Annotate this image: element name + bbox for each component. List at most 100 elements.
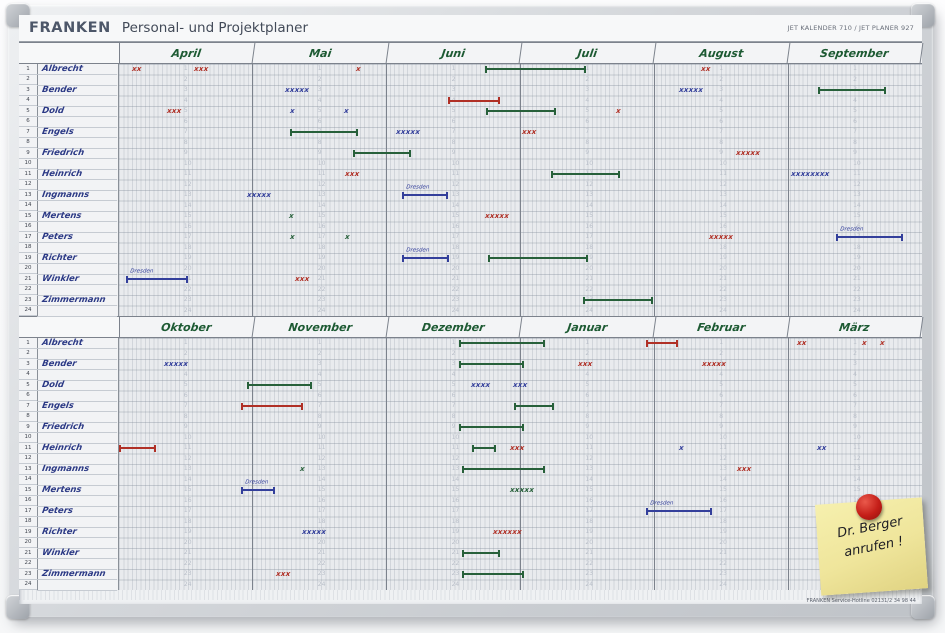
mark-text-green: x bbox=[344, 233, 351, 241]
row-number-cell: 3 bbox=[19, 85, 37, 96]
faint-row-number: 3 bbox=[451, 360, 456, 368]
faint-row-number: 24 bbox=[719, 306, 727, 314]
faint-row-number: 23 bbox=[853, 296, 861, 304]
dresden-label: Dresden bbox=[839, 226, 864, 233]
faint-row-number: 11 bbox=[451, 170, 460, 178]
faint-row-number: 23 bbox=[317, 296, 326, 304]
person-name-cell: Engels bbox=[37, 127, 119, 138]
faint-row-number: 1 bbox=[853, 65, 857, 73]
faint-row-number: 8 bbox=[585, 412, 590, 420]
month-grid-area: 1 2 3 4 5 6 7 8 9 10 11 12 13 14 15 16 17 18 19 20 21 22 23 24 1… bbox=[119, 64, 922, 316]
faint-row-number: 21 bbox=[585, 275, 594, 283]
month-header-cell: Januar bbox=[519, 317, 657, 337]
faint-row-number: 19 bbox=[183, 528, 192, 536]
faint-row-number: 19 bbox=[183, 254, 192, 262]
mark-text-red: xxx bbox=[193, 65, 209, 73]
faint-row-number: 20 bbox=[719, 538, 727, 546]
person-name-cell bbox=[37, 200, 119, 211]
faint-row-number: 23 bbox=[451, 296, 460, 304]
faint-row-number: 20 bbox=[317, 538, 326, 546]
faint-row-number: 15 bbox=[317, 212, 326, 220]
faint-row-number: 20 bbox=[317, 264, 326, 272]
faint-row-number: 11 bbox=[853, 444, 861, 452]
faint-row-number: 17 bbox=[183, 233, 192, 241]
faint-row-number: 18 bbox=[585, 243, 594, 251]
faint-row-number: 11 bbox=[853, 170, 861, 178]
faint-row-number: 10 bbox=[451, 159, 460, 167]
person-name-cell bbox=[37, 116, 119, 127]
person-name-cell bbox=[37, 95, 119, 106]
person-name-cell bbox=[37, 453, 119, 464]
mark-text-blue: xxxxx bbox=[163, 360, 189, 368]
person-name-cell bbox=[37, 495, 119, 506]
mark-bar-red bbox=[448, 97, 500, 105]
faint-row-number: 2 bbox=[317, 349, 322, 357]
month-header-cell: November bbox=[252, 317, 389, 337]
planner-grid: 1 2 3 4 5 6 7 8 9 10 11 12 13 14 15 16 17 18 19 20 21 22 23 24 A… bbox=[19, 338, 922, 590]
faint-row-number: 16 bbox=[183, 496, 192, 504]
faint-row-number: 16 bbox=[853, 222, 861, 230]
faint-row-number: 13 bbox=[853, 465, 861, 473]
row-number-cell: 4 bbox=[19, 96, 37, 106]
person-name-cell: Friedrich bbox=[37, 148, 119, 159]
faint-row-number: 13 bbox=[451, 191, 460, 199]
faint-row-number: 22 bbox=[451, 285, 460, 293]
mark-bar-green bbox=[462, 549, 500, 557]
row-number-cell: 14 bbox=[19, 475, 37, 485]
faint-row-number: 20 bbox=[451, 538, 460, 546]
faint-row-number: 2 bbox=[451, 75, 456, 83]
faint-row-number: 5 bbox=[853, 381, 857, 389]
faint-row-number: 19 bbox=[451, 528, 460, 536]
faint-row-number: 4 bbox=[317, 370, 322, 378]
mark-text-red: xxx bbox=[577, 360, 593, 368]
person-name-cell: Zimmermann bbox=[37, 295, 119, 306]
mark-text-red: xxx bbox=[344, 170, 360, 178]
faint-row-number: 24 bbox=[451, 306, 460, 314]
mark-bar-green bbox=[514, 402, 554, 410]
faint-row-number: 24 bbox=[853, 306, 861, 314]
faint-row-number: 24 bbox=[183, 580, 192, 588]
month-divider bbox=[520, 338, 521, 590]
dresden-bar: Dresden bbox=[646, 500, 712, 515]
person-name-cell bbox=[37, 263, 119, 274]
planner-board: FRANKEN Personal- und Projektplaner JET … bbox=[6, 3, 935, 619]
person-name-cell bbox=[37, 348, 119, 359]
faint-row-number: 14 bbox=[317, 475, 326, 483]
mark-text-red: xxx bbox=[294, 275, 310, 283]
faint-row-number: 11 bbox=[719, 444, 727, 452]
row-number-cell: 10 bbox=[19, 433, 37, 443]
faint-row-number: 17 bbox=[719, 233, 727, 241]
faint-row-number: 10 bbox=[183, 433, 192, 441]
month-header-cell: Februar bbox=[653, 317, 790, 337]
faint-row-number: 8 bbox=[183, 412, 188, 420]
person-name-cell bbox=[37, 221, 119, 232]
faint-row-number: 7 bbox=[183, 128, 188, 136]
mark-text-blue: xxxxx bbox=[246, 191, 272, 199]
month-divider bbox=[787, 338, 789, 590]
row-number-cell: 1 bbox=[19, 338, 37, 349]
person-name-cell: Ingmanns bbox=[37, 464, 119, 475]
faint-row-number: 2 bbox=[585, 75, 590, 83]
mark-bar-green bbox=[488, 254, 588, 262]
faint-row-number: 9 bbox=[585, 149, 590, 157]
month-header-cell: August bbox=[653, 43, 790, 63]
faint-row-number: 9 bbox=[719, 423, 724, 431]
row-number-cell: 7 bbox=[19, 127, 37, 138]
faint-row-number: 18 bbox=[317, 517, 326, 525]
faint-row-number: 17 bbox=[451, 233, 460, 241]
faint-row-number: 12 bbox=[451, 180, 460, 188]
faint-row-number: 3 bbox=[853, 360, 857, 368]
mark-text-blue: x bbox=[343, 107, 350, 115]
faint-row-number: 22 bbox=[451, 559, 460, 567]
faint-row-number: 6 bbox=[585, 391, 590, 399]
faint-row-number: 4 bbox=[719, 370, 724, 378]
mark-bar-red bbox=[119, 444, 156, 452]
faint-row-number: 8 bbox=[451, 412, 456, 420]
faint-row-number: 16 bbox=[719, 222, 727, 230]
faint-row-number: 2 bbox=[585, 349, 590, 357]
mark-text-red: x bbox=[355, 65, 362, 73]
month-header-cell: Mai bbox=[252, 43, 389, 63]
faint-row-number: 14 bbox=[719, 475, 727, 483]
faint-row-number: 22 bbox=[183, 285, 192, 293]
